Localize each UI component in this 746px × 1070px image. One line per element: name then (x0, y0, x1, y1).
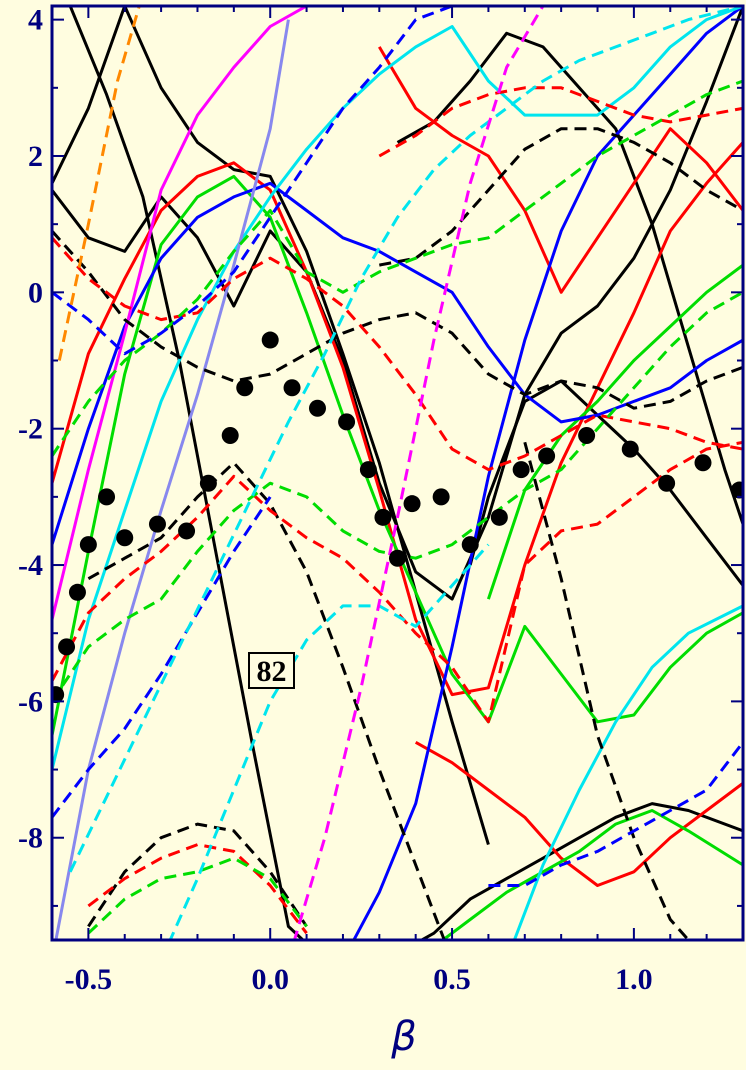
series-line-10 (486, 263, 743, 600)
data-point (538, 447, 556, 465)
series-line-17 (54, 19, 290, 940)
data-point (730, 481, 743, 499)
data-point (116, 529, 134, 547)
x-tick-label: 1.0 (615, 963, 653, 996)
y-tick-label: -4 (18, 549, 43, 582)
data-point (199, 474, 217, 492)
series-line-24 (52, 236, 743, 472)
series-line-29 (87, 856, 308, 935)
data-point (389, 549, 406, 567)
y-tick-label: 2 (28, 140, 43, 173)
data-point (68, 583, 86, 601)
data-point (512, 461, 530, 479)
series-line-35 (292, 6, 545, 940)
tick-labels-layer: -0.5 0.0 0.5 1.0 4 2 0 -2 -4 -6 -8 (18, 4, 653, 996)
series-layer (52, 6, 743, 940)
data-point (338, 413, 356, 431)
data-point (283, 379, 301, 397)
series-line-21 (523, 441, 691, 940)
plot-frame (50, 4, 745, 942)
series-line-33 (68, 6, 743, 873)
y-tick-label: 4 (28, 4, 43, 37)
data-point (403, 495, 421, 513)
series-line-25 (378, 86, 743, 158)
series-line-31 (52, 496, 272, 819)
series-line-26 (87, 843, 308, 935)
data-point (178, 522, 196, 540)
data-point (694, 454, 712, 472)
series-line-18 (52, 230, 743, 410)
series-line-16 (52, 6, 308, 620)
data-point (236, 379, 254, 397)
series-line-22 (87, 822, 308, 928)
series-line-7 (378, 46, 743, 294)
x-tick-label: 0.0 (251, 963, 289, 996)
series-line-27 (52, 79, 743, 457)
series-line-30 (52, 6, 562, 356)
data-point (359, 461, 377, 479)
points-layer (52, 331, 743, 704)
y-tick-label: 0 (28, 276, 43, 309)
data-point (58, 638, 76, 656)
series-line-23 (52, 440, 743, 724)
annotation-box: 82 (248, 652, 295, 689)
series-line-8 (414, 740, 743, 887)
data-point (432, 488, 450, 506)
data-point (621, 440, 639, 458)
y-tick-label: -2 (18, 413, 43, 446)
series-line-20 (379, 127, 743, 267)
ticks-layer (51, 6, 744, 940)
x-tick-label: -0.5 (65, 963, 113, 996)
data-point (308, 399, 326, 417)
data-point (490, 508, 508, 526)
y-tick-label: -6 (18, 685, 43, 718)
series-line-4 (396, 31, 743, 525)
data-point (98, 488, 116, 506)
data-point (221, 427, 239, 445)
annotation-label: 82 (257, 655, 287, 688)
data-point (52, 686, 65, 704)
y-tick-label: -8 (18, 822, 43, 855)
x-tick-label: 0.5 (433, 963, 471, 996)
data-point (79, 536, 97, 554)
data-point (374, 508, 392, 526)
series-line-34 (168, 543, 490, 940)
data-point (658, 474, 676, 492)
data-point (578, 427, 596, 445)
data-point (261, 331, 279, 349)
series-line-32 (488, 741, 743, 887)
series-line-13 (352, 6, 743, 940)
data-point (148, 515, 166, 533)
series-line-36 (57, 6, 141, 361)
data-point (461, 536, 479, 554)
series-line-14 (52, 6, 743, 770)
series-line-15 (512, 604, 743, 940)
x-axis-label: β (390, 1014, 417, 1060)
